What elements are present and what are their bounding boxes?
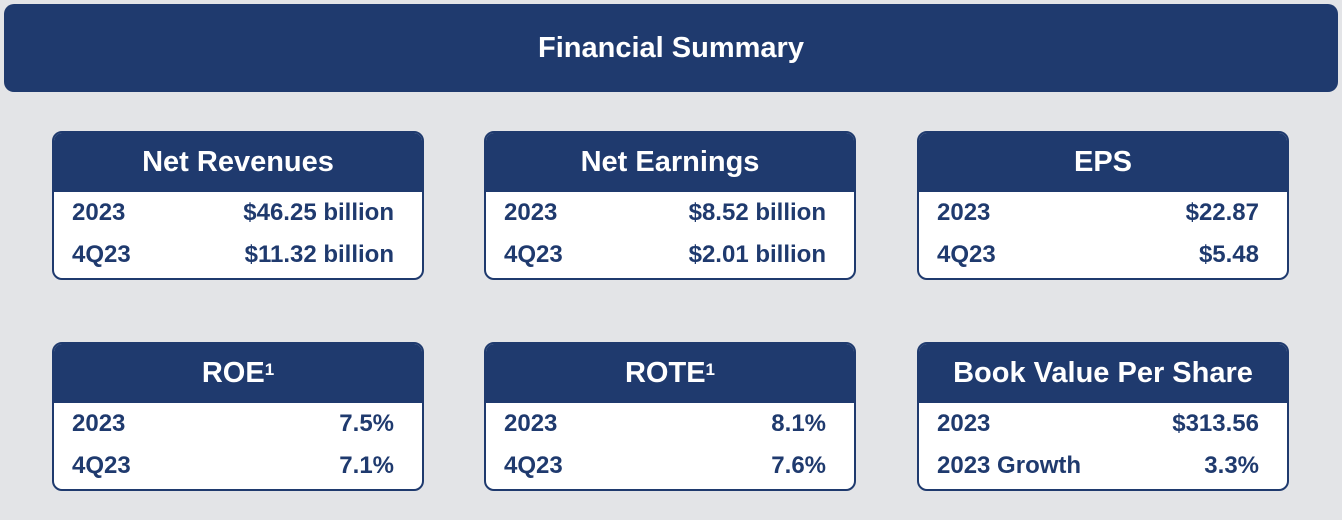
row-label: 2023 Growth (937, 452, 1082, 479)
card-heading-text: ROE (201, 357, 265, 389)
card-net-revenues: Net Revenues 2023 $46.25 billion 4Q23 $1… (52, 131, 424, 280)
card-net-earnings: Net Earnings 2023 $8.52 billion 4Q23 $2.… (484, 131, 856, 280)
card-roe: ROE 1 2023 7.5% 4Q23 7.1% (52, 342, 424, 491)
row-label: 2023 (72, 199, 126, 226)
card-eps: EPS 2023 $22.87 4Q23 $5.48 (917, 131, 1289, 280)
row-value: $11.32 billion (244, 241, 394, 268)
row-label: 2023 (504, 410, 558, 437)
card-row: 4Q23 $2.01 billion (486, 234, 854, 276)
row-value: 3.3% (1204, 452, 1259, 479)
card-heading-text: Book Value Per Share (953, 357, 1253, 389)
card-heading: Net Revenues (54, 133, 422, 192)
card-book-value-per-share: Book Value Per Share 2023 $313.56 2023 G… (917, 342, 1289, 491)
row-value: $5.48 (1198, 241, 1259, 268)
row-label: 2023 (72, 410, 126, 437)
card-heading-text: ROTE (624, 357, 706, 389)
row-value: $46.25 billion (243, 199, 394, 226)
row-label: 4Q23 (504, 241, 563, 268)
card-row: 4Q23 $11.32 billion (54, 234, 422, 276)
card-heading: EPS (919, 133, 1287, 192)
card-row: 2023 Growth 3.3% (919, 445, 1287, 487)
card-row: 2023 $8.52 billion (486, 192, 854, 234)
row-label: 2023 (937, 199, 991, 226)
footnote-marker: 1 (264, 359, 275, 379)
card-heading-text: EPS (1073, 146, 1133, 178)
card-row: 4Q23 7.1% (54, 445, 422, 487)
page-title: Financial Summary (538, 31, 804, 64)
row-label: 4Q23 (937, 241, 996, 268)
card-heading: ROE 1 (54, 344, 422, 403)
row-label: 2023 (504, 199, 558, 226)
row-label: 4Q23 (72, 452, 131, 479)
row-label: 4Q23 (72, 241, 131, 268)
card-row: 4Q23 $5.48 (919, 234, 1287, 276)
row-value: $2.01 billion (688, 241, 826, 268)
card-heading-text: Net Revenues (142, 146, 334, 178)
row-value: 7.1% (339, 452, 394, 479)
row-label: 4Q23 (504, 452, 563, 479)
card-row: 2023 $313.56 (919, 403, 1287, 445)
row-value: $313.56 (1172, 410, 1259, 437)
card-row: 2023 8.1% (486, 403, 854, 445)
row-value: 8.1% (771, 410, 826, 437)
card-row: 2023 7.5% (54, 403, 422, 445)
card-row: 4Q23 7.6% (486, 445, 854, 487)
card-row: 2023 $22.87 (919, 192, 1287, 234)
row-value: $22.87 (1185, 199, 1259, 226)
card-heading: ROTE 1 (486, 344, 854, 403)
card-row: 2023 $46.25 billion (54, 192, 422, 234)
page-title-banner: Financial Summary (4, 4, 1338, 92)
card-rote: ROTE 1 2023 8.1% 4Q23 7.6% (484, 342, 856, 491)
footnote-marker: 1 (705, 359, 716, 379)
card-heading: Net Earnings (486, 133, 854, 192)
card-heading-text: Net Earnings (580, 146, 760, 178)
row-value: 7.5% (339, 410, 394, 437)
row-value: 7.6% (771, 452, 826, 479)
row-label: 2023 (937, 410, 991, 437)
row-value: $8.52 billion (688, 199, 826, 226)
card-heading: Book Value Per Share (919, 344, 1287, 403)
